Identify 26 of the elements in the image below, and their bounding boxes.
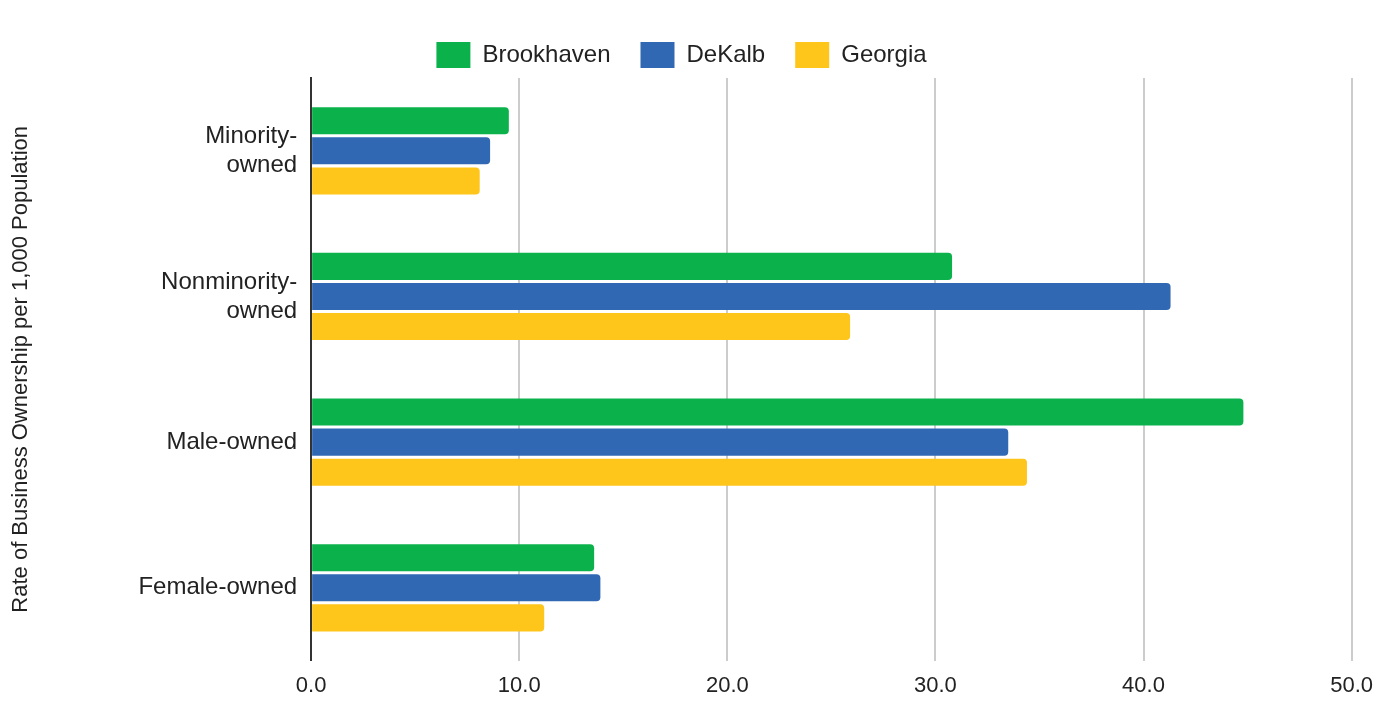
bar (312, 107, 509, 135)
bar (312, 458, 1027, 486)
bar (312, 167, 480, 195)
bar (312, 137, 491, 165)
x-tick-label: 20.0 (705, 671, 749, 697)
legend-label: Georgia (841, 39, 928, 67)
bar (312, 428, 1009, 456)
y-tick-label: Female-owned (138, 572, 298, 600)
legend-label: DeKalb (686, 39, 766, 67)
bar (312, 574, 601, 602)
x-tick-label: 50.0 (1330, 671, 1373, 697)
x-tick-label: 40.0 (1122, 671, 1165, 697)
bar (312, 282, 1171, 311)
y-tick-label: Male-owned (166, 426, 298, 454)
bar (312, 398, 1244, 426)
bar (312, 252, 953, 280)
x-tick-label: 30.0 (914, 671, 957, 697)
bar (312, 313, 851, 341)
y-tick-label: Nonminority-owned (161, 266, 298, 323)
x-tick-label: 10.0 (497, 671, 541, 697)
y-axis-title: Rate of Business Ownership per 1,000 Population (7, 125, 33, 613)
x-tick-label: 0.0 (295, 671, 327, 697)
bar (312, 604, 545, 632)
bar (312, 544, 595, 572)
legend-label: Brookhaven (482, 39, 611, 67)
y-tick-label: Minority-owned (205, 121, 298, 177)
